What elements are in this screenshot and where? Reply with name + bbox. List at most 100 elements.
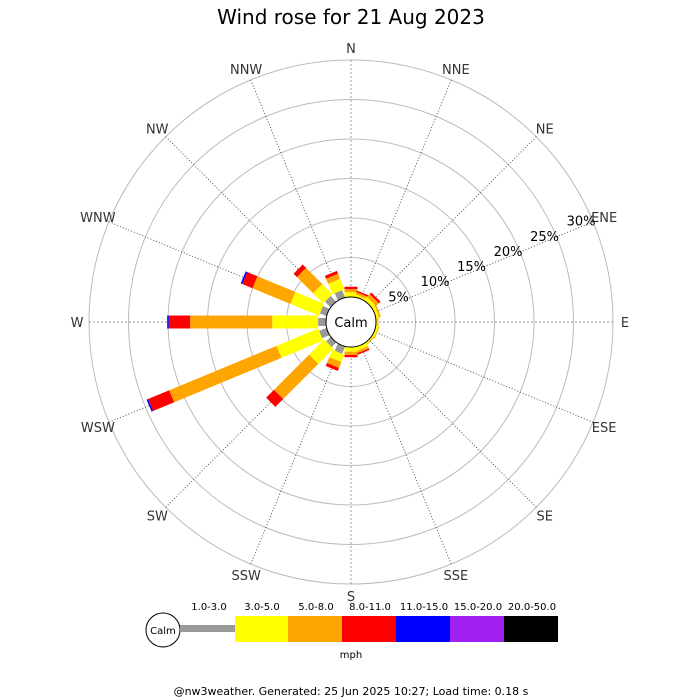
bar-s-bin-1 [344, 347, 358, 352]
bar-sse-bin-3 [356, 348, 370, 355]
chart-title: Wind rose for 21 Aug 2023 [217, 5, 485, 29]
calm-circle [325, 296, 377, 348]
bar-w-bin-1 [272, 315, 319, 329]
bar-ne-bin-2 [366, 294, 379, 307]
direction-label-s: S [347, 590, 355, 605]
bar-wsw-bin-3 [148, 390, 175, 412]
bar-nnw-bin-2 [326, 273, 341, 284]
direction-label-ese: ESE [592, 421, 617, 436]
bar-e-bin-1 [376, 315, 378, 329]
direction-label-ssw: SSW [231, 569, 261, 584]
bar-nne-bin-3 [356, 290, 369, 298]
radial-tick-label-5: 5% [388, 290, 409, 305]
bar-sse-bin-1 [354, 342, 369, 352]
wind-bars [146, 264, 381, 412]
bar-sse-bin-2 [356, 346, 369, 354]
legend-swatch-5 [450, 616, 504, 642]
bar-e-bin-2 [377, 315, 379, 329]
spoke-ese [350, 321, 594, 423]
bar-nnw-bin-0 [334, 290, 346, 301]
speed-legend: Calm 1.0-3.0 3.0-5.0 5.0-8.0 8.0-11.0 11.0-1… [145, 602, 558, 661]
calm-label: Calm [334, 316, 367, 331]
legend-swatch-2 [288, 616, 342, 642]
bar-ese-bin-2 [373, 326, 380, 339]
spoke-sse [350, 321, 452, 565]
bar-wnw-bin-3 [242, 271, 258, 289]
legend-label-1: 3.0-5.0 [244, 602, 279, 613]
radial-tick-label-10: 10% [421, 275, 450, 290]
bar-nw-bin-1 [313, 284, 333, 304]
direction-labels: N NNE NE ENE E ESE SE SSE S SSW SW WSW W WNW NW NNW [71, 42, 630, 605]
radial-tick-labels: 5% 10% 15% 20% 25% 30% [388, 215, 595, 306]
bar-wsw-bin-4 [146, 399, 154, 412]
bar-sw-bin-1 [309, 339, 334, 364]
direction-label-nnw: NNW [230, 63, 262, 78]
bar-ssw-bin-3 [325, 363, 339, 371]
legend-label-6: 20.0-50.0 [508, 602, 556, 613]
direction-label-ene: ENE [591, 211, 617, 226]
bar-wsw-bin-1 [276, 328, 324, 358]
bar-ene-bin-2 [374, 304, 381, 318]
legend-items: 1.0-3.0 3.0-5.0 5.0-8.0 8.0-11.0 11.0-15.0 15… [180, 602, 558, 642]
legend-swatch-3 [342, 616, 396, 642]
bar-ne-bin-3 [369, 292, 381, 304]
bar-n-bin-2 [344, 289, 358, 293]
legend-swatch-6 [504, 616, 558, 642]
bar-w-bin-3 [168, 315, 191, 329]
radial-tick-label-15: 15% [457, 260, 486, 275]
footer-text: @nw3weather. Generated: 25 Jun 2025 10:2… [174, 685, 529, 698]
legend-swatch-0 [180, 625, 235, 632]
bar-s-bin-3 [344, 354, 358, 358]
bar-wnw-bin-2 [252, 276, 296, 304]
legend-label-4: 11.0-15.0 [400, 602, 448, 613]
direction-label-nw: NW [146, 122, 169, 137]
direction-label-e: E [621, 316, 629, 331]
bar-sw-bin-0 [326, 336, 337, 347]
direction-label-wnw: WNW [80, 211, 116, 226]
grid-circle-25 [128, 99, 574, 545]
direction-label-se: SE [537, 510, 553, 525]
bar-w-bin-4 [167, 315, 169, 329]
direction-label-n: N [346, 42, 356, 57]
bar-w-bin-2 [190, 315, 273, 329]
bar-se-bin-2 [365, 336, 375, 346]
bar-nne-bin-2 [355, 292, 369, 300]
direction-label-wsw: WSW [81, 421, 115, 436]
bar-ssw-bin-1 [329, 349, 345, 363]
radial-tick-label-20: 20% [494, 245, 523, 260]
bar-ene-bin-1 [371, 305, 380, 319]
legend-label-5: 15.0-20.0 [454, 602, 502, 613]
bar-wsw-bin-0 [319, 327, 330, 339]
bar-nnw-bin-3 [324, 270, 339, 279]
direction-label-sw: SW [147, 510, 168, 525]
bar-wsw-bin-2 [169, 345, 282, 403]
bar-nw-bin-0 [324, 295, 337, 308]
bar-w-bin-0 [318, 318, 326, 326]
direction-label-ne: NE [536, 122, 554, 137]
legend-calm-label: Calm [150, 626, 176, 637]
bar-nw-bin-2 [296, 267, 323, 294]
calm-center: Calm [325, 296, 377, 348]
bar-s-bin-2 [344, 351, 358, 355]
legend-swatch-1 [235, 616, 288, 642]
bar-n-bin-1 [344, 292, 358, 297]
direction-label-sse: SSE [443, 569, 468, 584]
bar-ssw-bin-2 [326, 357, 342, 369]
radial-tick-label-25: 25% [530, 230, 559, 245]
radial-tick-label-30: 30% [567, 215, 596, 230]
bar-sw-bin-2 [273, 354, 319, 400]
legend-label-0: 1.0-3.0 [191, 602, 226, 613]
legend-label-2: 5.0-8.0 [298, 602, 333, 613]
bar-nw-bin-3 [293, 264, 307, 278]
bar-ssw-bin-0 [334, 343, 346, 354]
legend-swatch-4 [396, 616, 450, 642]
legend-unit-label: mph [340, 650, 362, 661]
bar-nnw-bin-1 [328, 278, 345, 295]
legend-label-3: 8.0-11.0 [349, 602, 391, 613]
bar-n-bin-3 [344, 286, 358, 290]
direction-label-w: W [71, 316, 84, 331]
direction-label-nne: NNE [442, 63, 470, 78]
bar-sw-bin-3 [266, 389, 284, 407]
bar-wnw-bin-1 [290, 291, 324, 316]
